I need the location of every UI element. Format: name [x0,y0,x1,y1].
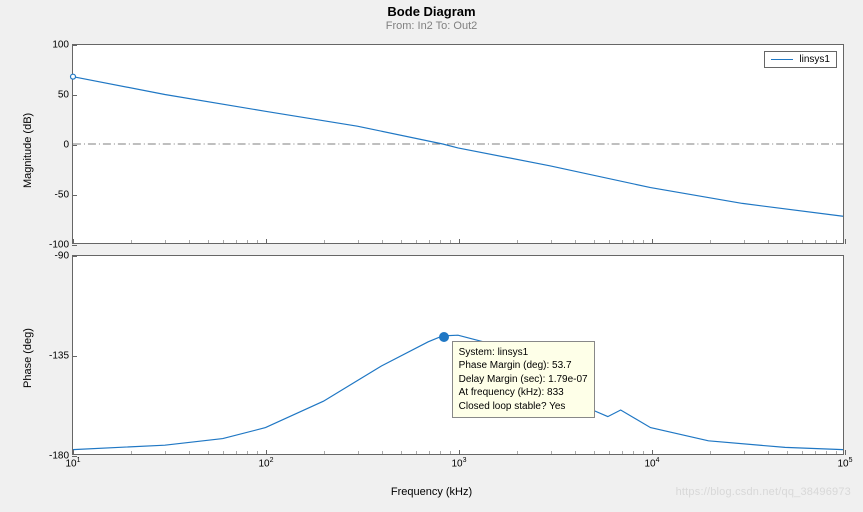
ylabel-phase: Phase (deg) [22,328,34,388]
ytick-label: 100 [52,40,69,51]
ytick-label: -100 [49,240,69,251]
legend[interactable]: linsys1 [764,51,837,68]
xtick-label: 101 [65,457,80,469]
ytick-label: 0 [63,140,69,151]
ytick-label: -50 [55,190,69,201]
xtick-label: 105 [837,457,852,469]
xtick-label: 104 [644,457,659,469]
datatip-line: Closed loop stable? Yes [459,400,588,414]
ytick-label: -90 [55,251,69,262]
datatip-line: Delay Margin (sec): 1.79e-07 [459,373,588,387]
ytick-label: -135 [49,351,69,362]
ylabel-magnitude: Magnitude (dB) [22,113,34,188]
ytick-label: 50 [58,90,69,101]
datatip[interactable]: System: linsys1Phase Margin (deg): 53.7D… [452,341,595,419]
figure-subtitle: From: In2 To: Out2 [0,20,863,32]
legend-label: linsys1 [799,54,830,65]
datatip-marker[interactable] [439,332,449,342]
magnitude-axes[interactable]: linsys1 -100-50050100 [72,44,844,244]
bode-figure: Bode Diagram From: In2 To: Out2 Magnitud… [0,0,863,512]
watermark-text: https://blog.csdn.net/qq_38496973 [676,486,851,498]
magnitude-plot-svg [73,45,843,243]
phase-axes[interactable]: -180-135-90101102103104105System: linsys… [72,255,844,455]
figure-title: Bode Diagram [0,4,863,19]
xtick-label: 103 [451,457,466,469]
legend-line-swatch [771,59,793,60]
datatip-line: System: linsys1 [459,346,588,360]
xtick-label: 102 [258,457,273,469]
datatip-line: At frequency (kHz): 833 [459,386,588,400]
datatip-line: Phase Margin (deg): 53.7 [459,359,588,373]
